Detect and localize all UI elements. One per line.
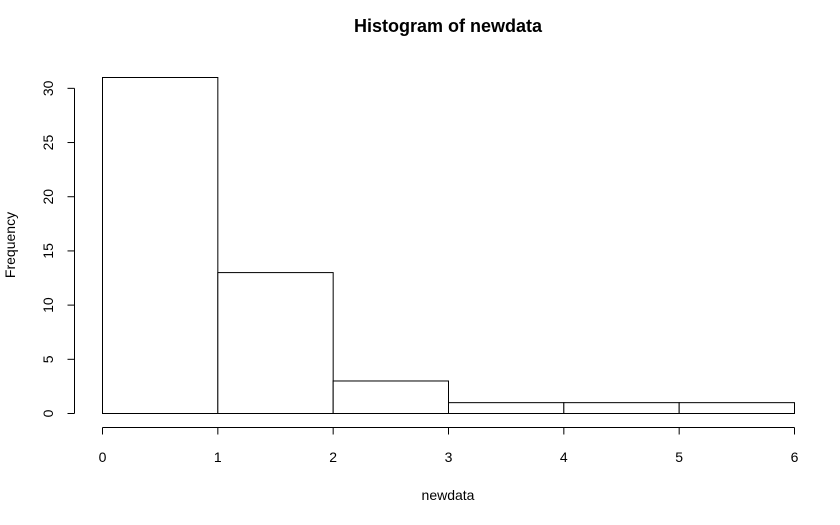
- y-tick-label-5: 25: [40, 135, 56, 151]
- histogram-bar-3: [448, 402, 565, 414]
- histogram-bar-0: [102, 77, 219, 414]
- y-tick-label-3: 15: [40, 243, 56, 259]
- x-tick-label-1: 1: [214, 449, 222, 465]
- x-tick-label-4: 4: [560, 449, 568, 465]
- histogram-bar-2: [332, 380, 449, 414]
- y-tick-label-0: 0: [40, 409, 56, 417]
- x-tick-label-3: 3: [445, 449, 453, 465]
- histogram-bar-4: [563, 402, 680, 414]
- y-tick-label-4: 20: [40, 189, 56, 205]
- y-tick-label-6: 30: [40, 80, 56, 96]
- y-axis: 0 5 10 15 20 25 30: [40, 80, 75, 417]
- x-tick-label-0: 0: [99, 449, 107, 465]
- x-axis-label: newdata: [422, 487, 475, 503]
- histogram-bar-1: [217, 272, 334, 414]
- x-tick-label-2: 2: [329, 449, 337, 465]
- x-axis: 0 1 2 3 4 5 6: [99, 427, 799, 465]
- x-tick-label-5: 5: [675, 449, 683, 465]
- chart-title: Histogram of newdata: [354, 16, 543, 36]
- x-tick-label-6: 6: [791, 449, 799, 465]
- histogram-bar-5: [678, 402, 796, 414]
- y-tick-label-2: 10: [40, 297, 56, 313]
- y-axis-label: Frequency: [2, 212, 18, 278]
- bars-group: [102, 77, 796, 414]
- y-tick-label-1: 5: [40, 355, 56, 363]
